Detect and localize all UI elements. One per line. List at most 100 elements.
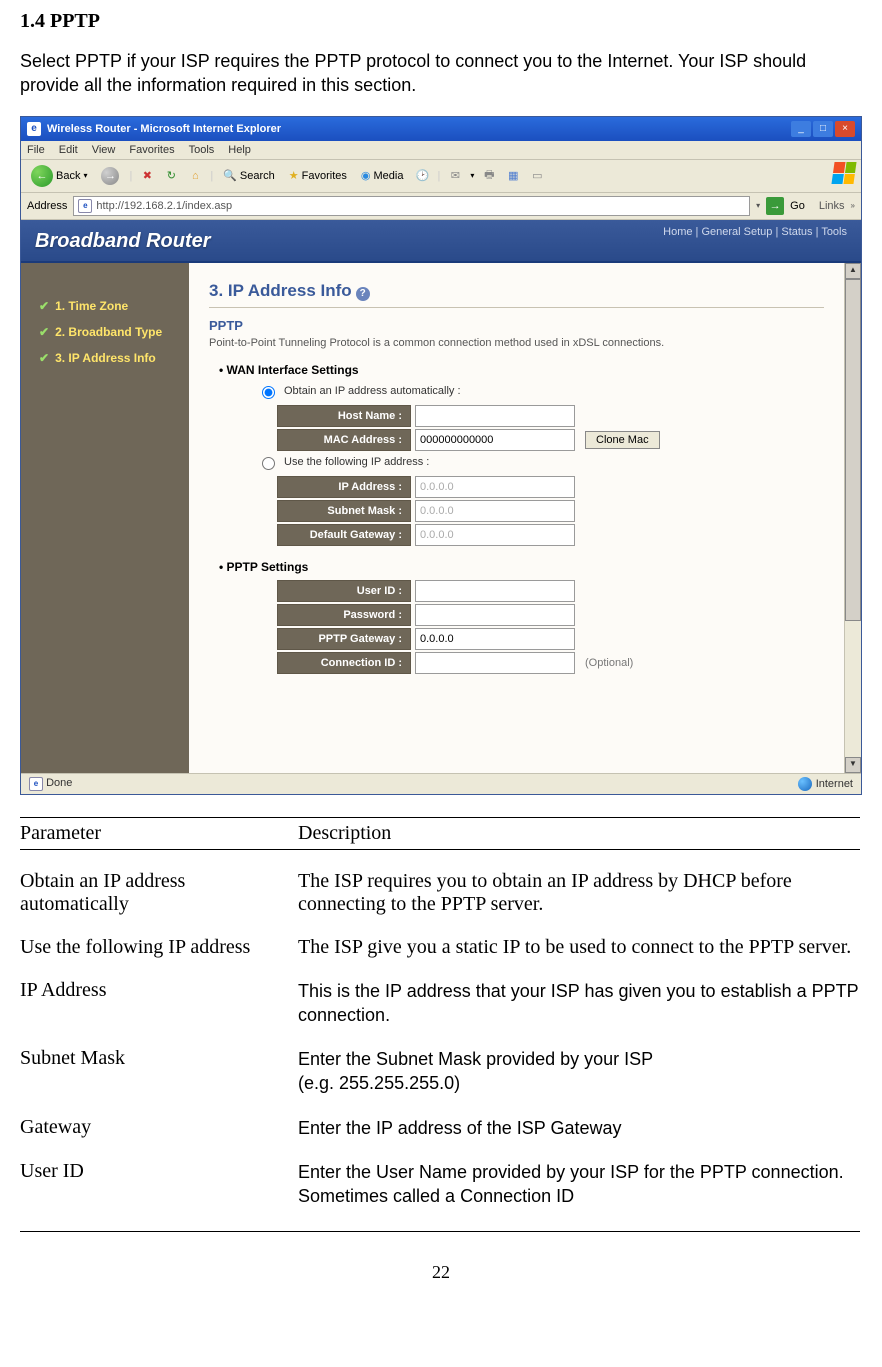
toolbar: ← Back ▾ → | ✖ ↻ ⌂ | 🔍Search ★Favorites … [21, 160, 861, 193]
home-icon[interactable]: ⌂ [186, 167, 204, 185]
gw-label: Default Gateway : [277, 524, 411, 546]
menu-bar: File Edit View Favorites Tools Help [21, 141, 861, 160]
ie-icon: e [27, 122, 41, 136]
sidebar-step-broadband[interactable]: ✔2. Broadband Type [21, 319, 189, 345]
intro-paragraph: Select PPTP if your ISP requires the PPT… [20, 49, 862, 98]
param-name: Obtain an IP address automatically [20, 870, 298, 916]
back-button[interactable]: ← Back ▾ [27, 163, 91, 189]
menu-file[interactable]: File [27, 144, 45, 156]
param-table: Parameter Description Obtain an IP addre… [20, 817, 860, 1232]
page-number: 22 [20, 1262, 862, 1283]
wan-settings-title: WAN Interface Settings [233, 363, 824, 377]
media-label: Media [374, 170, 404, 182]
refresh-icon[interactable]: ↻ [162, 167, 180, 185]
stop-icon[interactable]: ✖ [138, 167, 156, 185]
param-desc: Enter the Subnet Mask provided by your I… [298, 1047, 860, 1096]
status-page-icon: e [29, 777, 43, 791]
router-body: ✔1. Time Zone ✔2. Broadband Type ✔3. IP … [21, 263, 861, 773]
menu-help[interactable]: Help [228, 144, 251, 156]
ip-input[interactable] [415, 476, 575, 498]
password-input[interactable] [415, 604, 575, 626]
use-static-label: Use the following IP address : [284, 456, 429, 468]
menu-view[interactable]: View [92, 144, 116, 156]
minimize-button[interactable]: _ [791, 121, 811, 137]
links-label[interactable]: Links [819, 200, 845, 212]
section-heading: 1.4 PPTP [20, 10, 862, 33]
go-label: Go [790, 200, 805, 212]
param-name: Use the following IP address [20, 936, 298, 959]
pptp-heading: PPTP [209, 318, 824, 333]
sidebar-step-label: 2. Broadband Type [55, 325, 162, 339]
radio-obtain-auto[interactable] [262, 386, 275, 399]
status-text: e Done [29, 777, 72, 791]
internet-zone-icon [798, 777, 812, 791]
param-desc: Enter the IP address of the ISP Gateway [298, 1116, 860, 1140]
maximize-button[interactable]: □ [813, 121, 833, 137]
param-desc: This is the IP address that your ISP has… [298, 979, 860, 1028]
search-button[interactable]: 🔍Search [219, 167, 279, 184]
sidebar-step-timezone[interactable]: ✔1. Time Zone [21, 293, 189, 319]
sidebar-step-ipinfo[interactable]: ✔3. IP Address Info [21, 345, 189, 371]
status-bar: e Done Internet [21, 773, 861, 794]
search-label: Search [240, 170, 275, 182]
pptp-settings-title: PPTP Settings [233, 560, 824, 574]
scroll-thumb[interactable] [845, 279, 861, 621]
back-label: Back [56, 170, 80, 182]
vertical-scrollbar[interactable]: ▲ ▼ [844, 263, 861, 773]
discuss-icon[interactable]: ▭ [528, 167, 546, 185]
sidebar: ✔1. Time Zone ✔2. Broadband Type ✔3. IP … [21, 263, 189, 773]
param-name: Subnet Mask [20, 1047, 298, 1096]
status-done-label: Done [46, 777, 72, 789]
col-description-header: Description [298, 822, 860, 845]
favorites-button[interactable]: ★Favorites [285, 167, 351, 184]
close-button[interactable]: × [835, 121, 855, 137]
obtain-auto-label: Obtain an IP address automatically : [284, 385, 461, 397]
param-name: IP Address [20, 979, 298, 1028]
go-button[interactable]: → [766, 197, 784, 215]
address-input[interactable]: e http://192.168.2.1/index.asp [73, 196, 750, 216]
col-parameter-header: Parameter [20, 822, 298, 845]
param-name: User ID [20, 1160, 298, 1209]
clone-mac-button[interactable]: Clone Mac [585, 431, 660, 449]
obtain-auto-radio[interactable]: Obtain an IP address automatically : [257, 383, 824, 399]
main-panel: 3. IP Address Info? PPTP Point-to-Point … [189, 263, 844, 773]
menu-tools[interactable]: Tools [189, 144, 215, 156]
favorites-label: Favorites [302, 170, 347, 182]
window-titlebar: e Wireless Router - Microsoft Internet E… [21, 117, 861, 141]
scroll-up-button[interactable]: ▲ [845, 263, 861, 279]
page-icon: e [78, 199, 92, 213]
connid-label: Connection ID : [277, 652, 411, 674]
router-banner: Broadband Router Home | General Setup | … [21, 220, 861, 263]
mac-input[interactable] [415, 429, 575, 451]
pptpgw-input[interactable] [415, 628, 575, 650]
mac-label: MAC Address : [277, 429, 411, 451]
gw-input[interactable] [415, 524, 575, 546]
optional-note: (Optional) [585, 657, 633, 669]
menu-edit[interactable]: Edit [59, 144, 78, 156]
edit-icon[interactable]: ▦ [504, 167, 522, 185]
use-static-radio[interactable]: Use the following IP address : [257, 454, 824, 470]
param-name: Gateway [20, 1116, 298, 1140]
window-title: Wireless Router - Microsoft Internet Exp… [47, 123, 281, 135]
mail-icon[interactable]: ✉ [446, 167, 464, 185]
ip-label: IP Address : [277, 476, 411, 498]
history-icon[interactable]: 🕑 [413, 167, 431, 185]
media-button[interactable]: ◉Media [357, 167, 408, 184]
pptp-desc: Point-to-Point Tunneling Protocol is a c… [209, 337, 824, 349]
print-icon[interactable]: 🖶 [480, 167, 498, 185]
section-title: 3. IP Address Info? [209, 281, 824, 301]
connid-input[interactable] [415, 652, 575, 674]
radio-use-static[interactable] [262, 457, 275, 470]
hostname-input[interactable] [415, 405, 575, 427]
scroll-down-button[interactable]: ▼ [845, 757, 861, 773]
windows-flag-icon [831, 162, 856, 184]
help-icon[interactable]: ? [356, 287, 370, 301]
address-label: Address [27, 200, 67, 212]
sidebar-step-label: 3. IP Address Info [55, 351, 156, 365]
hostname-label: Host Name : [277, 405, 411, 427]
password-label: Password : [277, 604, 411, 626]
forward-button[interactable]: → [97, 165, 123, 187]
mask-input[interactable] [415, 500, 575, 522]
userid-input[interactable] [415, 580, 575, 602]
menu-favorites[interactable]: Favorites [129, 144, 174, 156]
